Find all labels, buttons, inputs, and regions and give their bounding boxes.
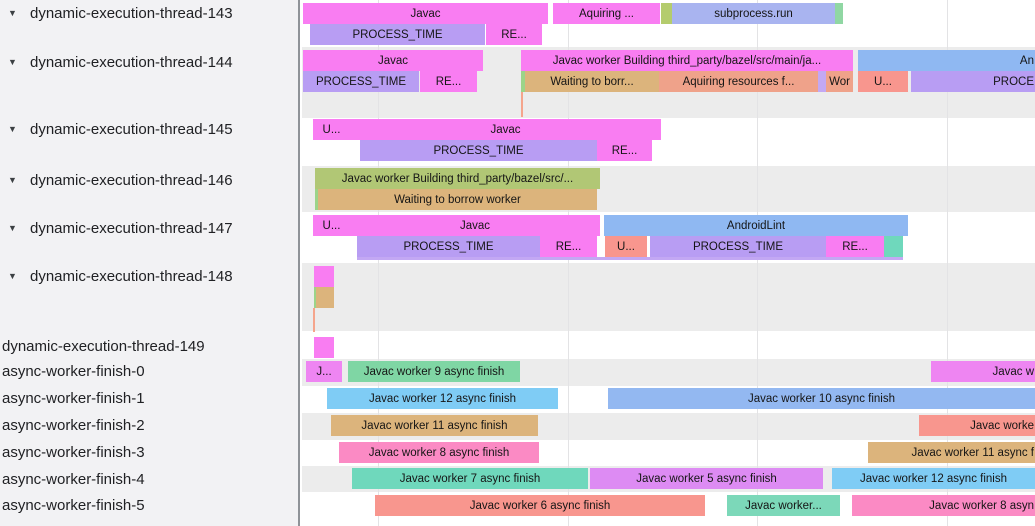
thread-name-label: async-worker-finish-2 [2, 416, 145, 434]
trace-span[interactable]: Javac worker 11 async finish [331, 415, 538, 436]
trace-span[interactable] [818, 71, 826, 92]
trace-span[interactable]: An [858, 50, 1035, 71]
trace-span[interactable] [315, 189, 319, 210]
thread-name-label: dynamic-execution-thread-143 [30, 4, 233, 22]
trace-span[interactable]: AndroidLint [604, 215, 908, 236]
collapse-arrow-icon[interactable]: ▼ [8, 8, 17, 18]
trace-span[interactable]: Waiting to borrow worker [318, 189, 597, 210]
trace-span[interactable]: subprocess.run [672, 3, 835, 24]
trace-span[interactable]: RE... [597, 140, 652, 161]
trace-span[interactable]: Javac worker 12 async finish [832, 468, 1035, 489]
trace-span[interactable]: Javac worker 10 async finish [608, 388, 1035, 409]
trace-span[interactable]: U... [313, 119, 350, 140]
trace-span[interactable]: U... [605, 236, 647, 257]
trace-span[interactable]: PROCESS_TIME [357, 236, 540, 257]
time-gridline [757, 0, 758, 526]
trace-span[interactable]: Javac worker 5 async finish [590, 468, 823, 489]
sidebar-item-dynamic-execution-thread-145[interactable]: ▼ dynamic-execution-thread-145 [8, 119, 233, 139]
sidebar-item-dynamic-execution-thread-143[interactable]: ▼ dynamic-execution-thread-143 [8, 3, 233, 23]
trace-span[interactable] [521, 71, 525, 92]
trace-span[interactable]: Javac worker 8 asyn [852, 495, 1035, 516]
sidebar-item-async-worker-finish-3[interactable]: async-worker-finish-3 [2, 442, 145, 462]
trace-span[interactable]: U... [858, 71, 908, 92]
thread-name-label: dynamic-execution-thread-145 [30, 120, 233, 138]
trace-span[interactable]: Javac worker Building third_party/bazel/… [521, 50, 853, 71]
thread-list-sidebar: ▼ dynamic-execution-thread-143 ▼ dynamic-ex… [0, 0, 300, 526]
trace-tick-marker[interactable] [313, 308, 315, 332]
trace-span[interactable] [884, 236, 903, 257]
trace-span[interactable]: Javac [350, 119, 661, 140]
sidebar-item-dynamic-execution-thread-149[interactable]: dynamic-execution-thread-149 [2, 336, 205, 356]
trace-span[interactable]: PROCESS_TIME [303, 71, 419, 92]
trace-span[interactable]: PROCESS_TIME [360, 140, 597, 161]
collapse-arrow-icon[interactable]: ▼ [8, 175, 17, 185]
trace-span[interactable] [314, 266, 334, 287]
trace-span[interactable]: Javac [350, 215, 600, 236]
time-gridline [947, 0, 948, 526]
trace-span[interactable]: Javac worker 7 async finish [352, 468, 588, 489]
trace-span[interactable]: RE... [486, 24, 542, 45]
trace-span[interactable]: Javac [303, 3, 548, 24]
trace-span[interactable]: Javac worker Building third_party/bazel/… [315, 168, 600, 189]
thread-name-label: dynamic-execution-thread-146 [30, 171, 233, 189]
thread-name-label: async-worker-finish-1 [2, 389, 145, 407]
collapse-arrow-icon[interactable]: ▼ [8, 57, 17, 67]
trace-span[interactable]: Javac worker... [727, 495, 840, 516]
sidebar-item-async-worker-finish-4[interactable]: async-worker-finish-4 [2, 469, 145, 489]
trace-span[interactable]: U... [313, 215, 350, 236]
sidebar-item-async-worker-finish-1[interactable]: async-worker-finish-1 [2, 388, 145, 408]
trace-span[interactable]: Javac worke [919, 415, 1035, 436]
trace-span[interactable]: Waiting to borr... [525, 71, 659, 92]
time-gridline [378, 0, 379, 526]
trace-span[interactable] [835, 3, 843, 24]
sidebar-item-dynamic-execution-thread-144[interactable]: ▼ dynamic-execution-thread-144 [8, 52, 233, 72]
trace-span[interactable]: Javac w [931, 361, 1035, 382]
collapse-arrow-icon[interactable]: ▼ [8, 223, 17, 233]
trace-span[interactable]: Javac worker 9 async finish [348, 361, 520, 382]
trace-span[interactable]: Javac worker 11 async f [868, 442, 1035, 463]
trace-span[interactable]: Javac [303, 50, 483, 71]
trace-span[interactable]: PROCE [911, 71, 1035, 92]
collapse-arrow-icon[interactable]: ▼ [8, 271, 17, 281]
trace-span[interactable]: RE... [826, 236, 884, 257]
sidebar-item-dynamic-execution-thread-147[interactable]: ▼ dynamic-execution-thread-147 [8, 218, 233, 238]
thread-name-label: dynamic-execution-thread-144 [30, 53, 233, 71]
thread-name-label: dynamic-execution-thread-148 [30, 267, 233, 285]
trace-span[interactable]: Javac worker 12 async finish [327, 388, 558, 409]
thread-name-label: dynamic-execution-thread-147 [30, 219, 233, 237]
trace-span[interactable]: Aquiring resources f... [659, 71, 818, 92]
trace-span[interactable]: Aquiring ... [553, 3, 660, 24]
trace-span[interactable]: RE... [420, 71, 477, 92]
sidebar-item-dynamic-execution-thread-146[interactable]: ▼ dynamic-execution-thread-146 [8, 170, 233, 190]
trace-span[interactable]: Wor [826, 71, 853, 92]
collapsed-subrow-strip[interactable] [357, 257, 903, 260]
trace-span[interactable]: Javac worker 6 async finish [375, 495, 705, 516]
sidebar-item-dynamic-execution-thread-148[interactable]: ▼ dynamic-execution-thread-148 [8, 266, 233, 286]
thread-name-label: async-worker-finish-0 [2, 362, 145, 380]
time-gridline [568, 0, 569, 526]
row-band [302, 263, 1035, 331]
trace-span[interactable]: J... [306, 361, 342, 382]
trace-span[interactable] [314, 337, 334, 358]
sidebar-item-async-worker-finish-2[interactable]: async-worker-finish-2 [2, 415, 145, 435]
trace-tick-marker[interactable] [521, 92, 523, 117]
collapse-arrow-icon[interactable]: ▼ [8, 124, 17, 134]
thread-name-label: async-worker-finish-5 [2, 496, 145, 514]
trace-span[interactable]: PROCESS_TIME [310, 24, 485, 45]
trace-span[interactable]: RE... [540, 236, 597, 257]
trace-span[interactable] [661, 3, 672, 24]
thread-name-label: async-worker-finish-4 [2, 470, 145, 488]
sidebar-item-async-worker-finish-0[interactable]: async-worker-finish-0 [2, 361, 145, 381]
trace-span[interactable]: PROCESS_TIME [650, 236, 826, 257]
thread-name-label: async-worker-finish-3 [2, 443, 145, 461]
sidebar-item-async-worker-finish-5[interactable]: async-worker-finish-5 [2, 495, 145, 515]
trace-span[interactable]: Javac worker 8 async finish [339, 442, 539, 463]
thread-name-label: dynamic-execution-thread-149 [2, 337, 205, 355]
trace-span[interactable] [316, 287, 334, 308]
